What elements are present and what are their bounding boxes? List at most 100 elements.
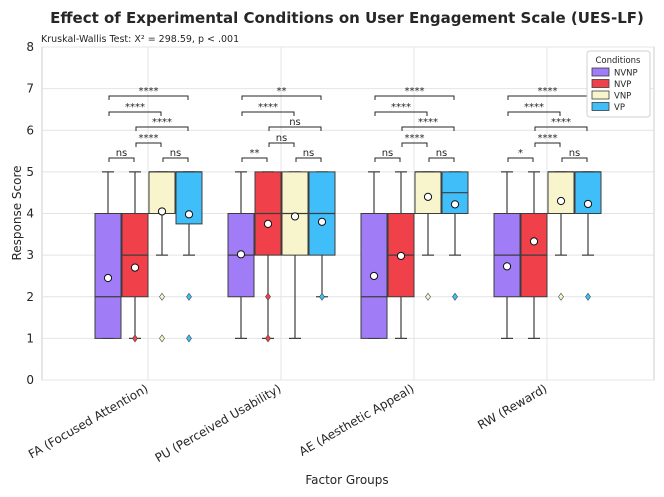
x-axis-label: Factor Groups [305,473,388,487]
y-tick-4: 4 [26,207,34,221]
sig-label: ns [170,148,182,159]
box-VNP-2 [414,171,442,301]
sig-label: ns [303,148,315,159]
sig-label: ** [250,148,260,159]
sig-bracket-2-0: ns [374,148,401,162]
mean-marker [130,263,140,272]
sig-label: ns [436,148,448,159]
sig-label: **** [551,117,571,128]
box-VNP-0 [148,171,176,343]
sig-line [241,111,295,116]
box-VP-3 [574,171,602,301]
sig-line [401,126,455,131]
box-NVP-3 [520,171,548,339]
sig-bracket-0-5: **** [108,86,189,100]
sig-line [507,111,561,116]
legend-entry-VP: VP [591,102,625,113]
box-VP-0 [175,171,203,343]
sig-line [534,126,588,131]
y-tick-5: 5 [26,165,34,179]
mean-marker [423,192,433,201]
flier-point [265,292,271,301]
sig-label: ns [382,148,394,159]
sig-line [108,157,135,162]
flier-point [159,292,165,301]
sig-bracket-0-0: ns [108,148,135,162]
sig-label: ** [277,86,287,97]
box-VP-2 [441,171,469,301]
legend-label: VP [614,103,625,113]
box-body [414,171,442,214]
legend-label: NVNP [614,69,638,79]
sig-bracket-3-2: **** [534,133,561,147]
mean-marker [317,217,327,226]
legend-entry-NVP: NVP [591,79,631,90]
sig-line [534,142,561,147]
sig-label: **** [139,133,159,144]
sig-bracket-1-4: **** [241,102,295,116]
flier-point [132,334,138,343]
y-tick-8: 8 [26,40,34,54]
sig-bracket-3-4: **** [507,102,561,116]
sig-label: **** [524,102,544,113]
x-tick-1: PU (Perceived Usability) [153,381,284,465]
flier-point [186,334,192,343]
box-VNP-1 [281,171,309,339]
sig-line [295,157,322,162]
box-NVP-2 [387,171,415,339]
flier-point [585,292,591,301]
sig-bracket-1-1: ns [295,148,322,162]
sig-bracket-1-2: ns [268,133,295,147]
sig-label: * [518,148,523,159]
sig-label: ns [276,133,288,144]
y-tick-7: 7 [26,82,34,96]
sig-bracket-2-3: **** [401,117,455,131]
box-NVP-1 [254,171,282,343]
mean-marker [103,273,113,283]
sig-bracket-1-0: ** [241,148,268,162]
x-tick-3: RW (Reward) [475,381,549,432]
box-VNP-3 [547,171,575,301]
flier-point [159,334,165,343]
legend-entry-VNP: VNP [591,90,631,102]
sig-bracket-0-2: **** [135,133,162,147]
legend-swatch [591,79,610,88]
chart-subtitle: Kruskal-Wallis Test: X² = 298.59, p < .0… [41,34,239,45]
sig-bracket-2-2: **** [401,133,428,147]
box-NVNP-0 [94,171,122,339]
box-body [148,171,176,214]
mean-marker [369,271,379,281]
sig-line [135,142,162,147]
legend-swatch [591,102,610,111]
boxes [94,171,602,343]
mean-marker [583,199,593,209]
sig-label: **** [258,102,278,113]
flier-point [558,292,564,301]
sig-line [108,95,189,100]
sig-bracket-3-3: **** [534,117,588,131]
flier-point [452,292,458,301]
sig-line [507,157,534,162]
legend-label: VNP [614,92,631,102]
sig-label: **** [391,102,411,113]
sig-label: ns [289,117,301,128]
sig-line [268,126,322,131]
sig-line [241,157,268,162]
sig-bracket-2-1: ns [428,148,455,162]
y-tick-1: 1 [26,331,34,345]
flier-point [265,334,271,343]
sig-label: ns [116,148,128,159]
y-tick-labels: 0 1 2 3 4 5 6 7 8 [26,40,34,387]
y-tick-2: 2 [26,290,34,304]
sig-bracket-1-5: ** [241,86,322,100]
mean-marker [529,237,539,246]
sig-line [561,157,588,162]
sig-bracket-0-1: ns [162,148,189,162]
box-NVP-0 [121,171,149,343]
box-NVNP-2 [360,171,388,339]
x-tick-2: AE (Aesthetic Appeal) [297,381,417,458]
y-tick-6: 6 [26,123,34,137]
sig-bracket-2-4: **** [374,102,428,116]
